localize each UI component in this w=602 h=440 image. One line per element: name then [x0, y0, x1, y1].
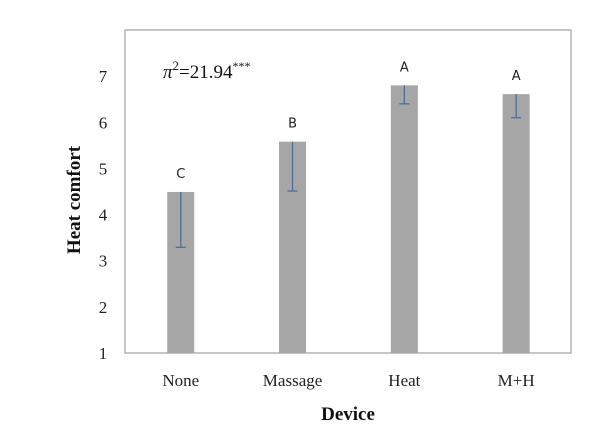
plot-frame — [124, 29, 572, 354]
group-letter: A — [400, 60, 409, 75]
bar-heat — [390, 85, 418, 353]
x-tick-label: None — [162, 371, 199, 390]
y-tick-label: 1 — [99, 344, 108, 363]
y-axis-title: Heat comfort — [64, 145, 85, 254]
y-tick-label: 3 — [99, 252, 108, 271]
x-tick-label: Heat — [388, 371, 420, 390]
x-axis-title: Device — [321, 404, 375, 425]
x-tick-label: M+H — [498, 371, 535, 390]
y-tick-label: 4 — [99, 206, 108, 225]
y-tick-label: 2 — [99, 298, 108, 317]
bar-mh — [502, 94, 530, 353]
y-tick-label: 5 — [99, 159, 108, 178]
x-tick-label: Massage — [263, 371, 322, 390]
y-tick-label: 6 — [99, 113, 108, 132]
annotation-symbol: π — [163, 62, 173, 83]
annotation-value: =21.94 — [179, 62, 233, 83]
group-letter: A — [512, 69, 521, 84]
group-letter: C — [176, 167, 185, 182]
annotation-superscript: 2 — [173, 58, 180, 73]
group-letter: B — [288, 117, 297, 132]
annotation-stars: *** — [233, 59, 251, 73]
y-tick-label: 7 — [99, 67, 108, 86]
statistic-annotation: π2=21.94*** — [163, 58, 251, 83]
